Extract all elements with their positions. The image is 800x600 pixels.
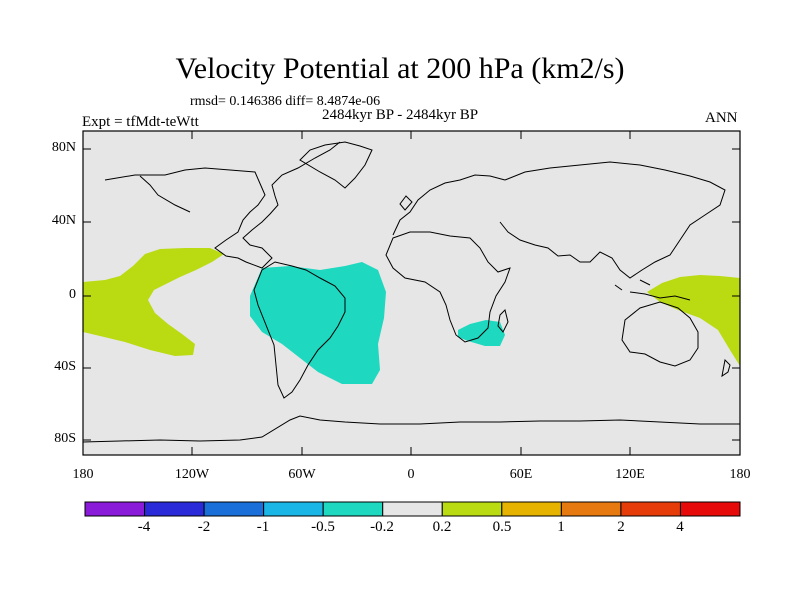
lon-label-60w: 60W: [288, 467, 316, 482]
season-label: ANN: [705, 110, 738, 126]
colorbar-swatch: [501, 501, 562, 517]
colorbar-swatch: [441, 501, 503, 517]
experiment-label: Expt = tfMdt-teWtt: [82, 114, 199, 130]
coast-europe: [392, 174, 506, 236]
colorbar-label: 1: [557, 519, 565, 535]
negative-region-south-america-atlantic: [250, 262, 386, 384]
map-background: [83, 131, 740, 455]
lat-label-80s: 80S: [54, 431, 76, 446]
colorbar-swatch: [84, 501, 146, 517]
coast-africa: [385, 231, 511, 343]
lat-label-0: 0: [69, 287, 76, 302]
colorbar-swatch: [679, 501, 741, 517]
coast-indonesia: [614, 279, 691, 301]
coast-greenland: [299, 141, 373, 189]
colorbar-swatch: [203, 501, 265, 517]
coast-antarctica: [82, 415, 740, 443]
coastlines: [82, 141, 740, 443]
colorbar-swatch: [382, 501, 443, 517]
positive-region-west-pacific: [647, 275, 740, 366]
lat-ticks: [83, 148, 740, 441]
coast-madagascar: [497, 309, 509, 333]
coast-new-zealand: [721, 358, 731, 378]
lon-label-120e: 120E: [615, 467, 645, 482]
lat-label-40s: 40S: [54, 359, 76, 374]
coast-australia: [621, 301, 699, 367]
colorbar-label: 2: [617, 519, 625, 535]
lon-ticks: [82, 131, 741, 455]
colorbar-swatch: [560, 501, 622, 517]
period-label: 2484kyr BP - 2484kyr BP: [322, 107, 479, 123]
colorbar-label: -0.5: [311, 519, 335, 535]
colorbar-label: -2: [197, 519, 211, 535]
colorbar-swatch: [620, 501, 681, 517]
coast-north-america: [104, 141, 341, 269]
colorbar-swatch: [322, 501, 384, 517]
positive-region-east-pacific: [83, 248, 224, 356]
colorbar-swatch: [144, 501, 205, 517]
lat-label-80n: 80N: [51, 140, 76, 155]
lon-label-180e: 180: [729, 467, 751, 482]
positive-anomaly-regions: [83, 248, 740, 366]
coast-south-america: [253, 261, 346, 399]
colorbar-label: -0.2: [370, 519, 394, 535]
colorbar-label: 4: [676, 519, 684, 535]
lon-label-180w: 180: [72, 467, 94, 482]
coast-asia: [499, 161, 726, 279]
colorbar: [84, 501, 741, 517]
colorbar-label: -4: [137, 519, 151, 535]
lon-label-60e: 60E: [509, 467, 533, 482]
negative-region-southern-africa: [458, 320, 505, 346]
colorbar-label: 0.2: [432, 519, 452, 535]
lon-label-0: 0: [407, 467, 415, 482]
negative-anomaly-regions: [250, 262, 505, 384]
colorbar-swatch: [263, 501, 324, 517]
lat-label-40n: 40N: [51, 213, 76, 228]
map-title: Velocity Potential at 200 hPa (km2/s): [175, 52, 625, 85]
lon-label-120w: 120W: [174, 467, 210, 482]
colorbar-label: 0.5: [492, 519, 512, 535]
stats-text: rmsd= 0.146386 diff= 8.4874e-06: [190, 94, 381, 109]
colorbar-label: -1: [256, 519, 270, 535]
